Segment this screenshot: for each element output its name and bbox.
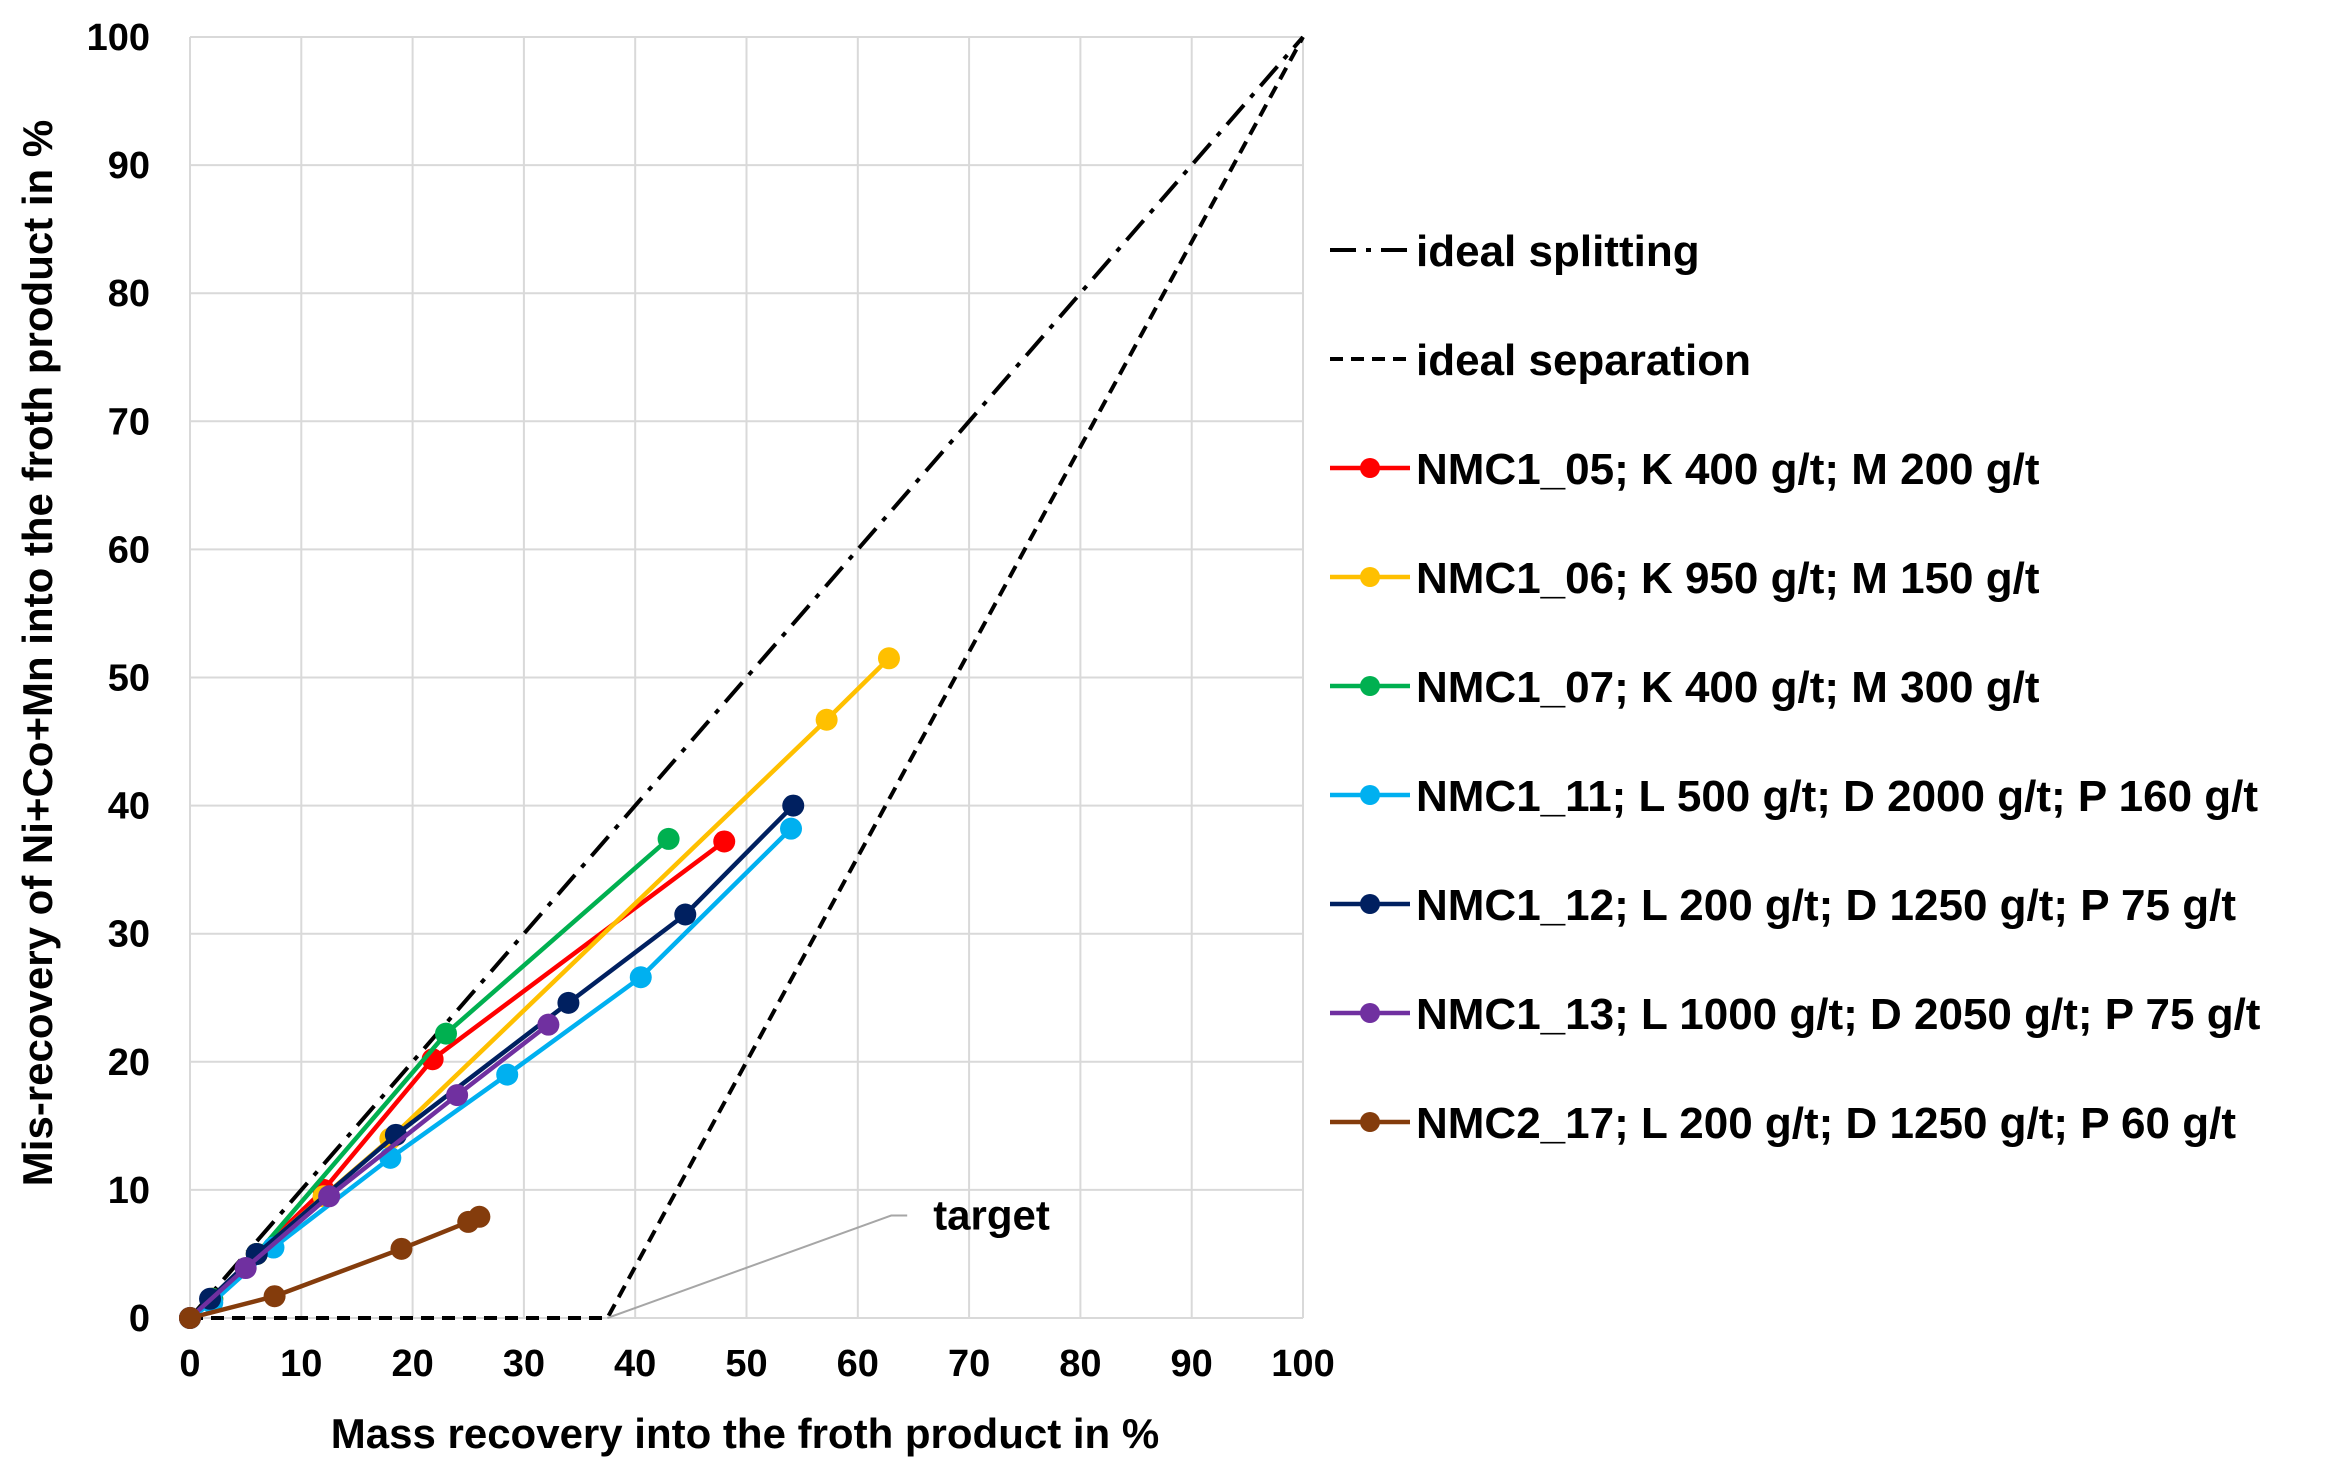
legend-item: NMC1_11; L 500 g/t; D 2000 g/t; P 160 g/… (1330, 772, 2258, 821)
y-tick-label: 20 (108, 1042, 150, 1084)
x-tick-label: 0 (179, 1343, 200, 1385)
data-point (780, 817, 803, 840)
y-tick-label: 60 (108, 529, 150, 571)
legend-item: ideal separation (1330, 336, 1751, 385)
data-point (468, 1205, 491, 1228)
data-point (713, 830, 736, 853)
data-point (877, 647, 900, 670)
x-tick-label: 50 (725, 1343, 767, 1385)
legend-marker (1360, 458, 1380, 478)
legend-label: NMC1_12; L 200 g/t; D 1250 g/t; P 75 g/t (1416, 881, 2236, 930)
y-tick-label: 30 (108, 914, 150, 956)
reference-line-ideal-separation (190, 36, 1305, 1320)
data-point (674, 903, 697, 926)
legend-item: NMC2_17; L 200 g/t; D 1250 g/t; P 60 g/t (1330, 1099, 2236, 1148)
legend-label: NMC1_13; L 1000 g/t; D 2050 g/t; P 75 g/… (1416, 990, 2261, 1039)
legend-label: NMC2_17; L 200 g/t; D 1250 g/t; P 60 g/t (1416, 1099, 2236, 1148)
y-tick-label: 10 (108, 1170, 150, 1212)
legend-item: NMC1_13; L 1000 g/t; D 2050 g/t; P 75 g/… (1330, 990, 2261, 1039)
data-point (434, 1022, 457, 1045)
legend-item: ideal splitting (1330, 227, 1700, 276)
data-point (390, 1237, 413, 1260)
data-point (782, 794, 805, 817)
data-point (179, 1307, 201, 1329)
y-tick-label: 70 (108, 401, 150, 443)
y-axis-title: Mis-recovery of Ni+Co+Mn into the froth … (14, 120, 61, 1186)
x-tick-label: 40 (614, 1343, 656, 1385)
legend-marker (1360, 785, 1380, 805)
data-point (496, 1063, 519, 1086)
data-point (629, 966, 652, 989)
legend-label: ideal splitting (1416, 227, 1700, 276)
legend-label: NMC1_07; K 400 g/t; M 300 g/t (1416, 663, 2040, 712)
data-point (318, 1185, 341, 1208)
legend-item: NMC1_06; K 950 g/t; M 150 g/t (1330, 554, 2040, 603)
x-axis-title: Mass recovery into the froth product in … (331, 1410, 1159, 1457)
x-tick-label: 90 (1171, 1343, 1213, 1385)
y-tick-label: 100 (87, 17, 150, 59)
annotation-label: target (933, 1192, 1050, 1239)
y-tick-label: 0 (129, 1298, 150, 1340)
y-tick-label: 50 (108, 658, 150, 700)
data-point (657, 827, 680, 850)
grid (189, 36, 1304, 1319)
legend-label: NMC1_06; K 950 g/t; M 150 g/t (1416, 554, 2040, 603)
legend-marker (1360, 567, 1380, 587)
series-group (179, 647, 900, 1329)
reference-lines (188, 35, 1305, 1320)
data-point (263, 1285, 286, 1308)
x-tick-label: 70 (948, 1343, 990, 1385)
legend-item: NMC1_07; K 400 g/t; M 300 g/t (1330, 663, 2040, 712)
legend-label: ideal separation (1416, 336, 1751, 385)
x-tick-label: 80 (1059, 1343, 1101, 1385)
data-point (234, 1257, 257, 1280)
legend-marker (1360, 1003, 1380, 1023)
data-point (446, 1084, 469, 1107)
legend-item: NMC1_05; K 400 g/t; M 200 g/t (1330, 445, 2040, 494)
legend-marker (1360, 676, 1380, 696)
x-tick-label: 30 (503, 1343, 545, 1385)
y-tick-label: 40 (108, 786, 150, 828)
x-tick-label: 60 (837, 1343, 879, 1385)
tick-labels: 0 10 20 30 40 50 60 70 80 90 100 0 10 20 30 40 50 60 70 80 9… (87, 17, 1335, 1385)
series-7 (179, 1205, 491, 1329)
legend-marker (1360, 894, 1380, 914)
legend-label: NMC1_05; K 400 g/t; M 200 g/t (1416, 445, 2040, 494)
data-point (815, 708, 838, 731)
series-6 (179, 1013, 560, 1329)
reference-line-ideal-splitting (188, 35, 1305, 1320)
annotation-pointer (607, 1214, 908, 1319)
legend: ideal splitting ideal separation NMC1_05; … (1330, 227, 2261, 1148)
x-tick-label: 100 (1271, 1343, 1334, 1385)
x-tick-label: 20 (391, 1343, 433, 1385)
legend-marker (1360, 1112, 1380, 1132)
series-4 (179, 817, 803, 1329)
annotations: target (607, 1192, 1050, 1319)
y-tick-label: 80 (108, 273, 150, 315)
x-tick-label: 10 (280, 1343, 322, 1385)
legend-label: NMC1_11; L 500 g/t; D 2000 g/t; P 160 g/… (1416, 772, 2258, 821)
y-tick-label: 90 (108, 145, 150, 187)
data-point (537, 1013, 560, 1036)
legend-item: NMC1_12; L 200 g/t; D 1250 g/t; P 75 g/t (1330, 881, 2236, 930)
data-point (557, 991, 580, 1014)
